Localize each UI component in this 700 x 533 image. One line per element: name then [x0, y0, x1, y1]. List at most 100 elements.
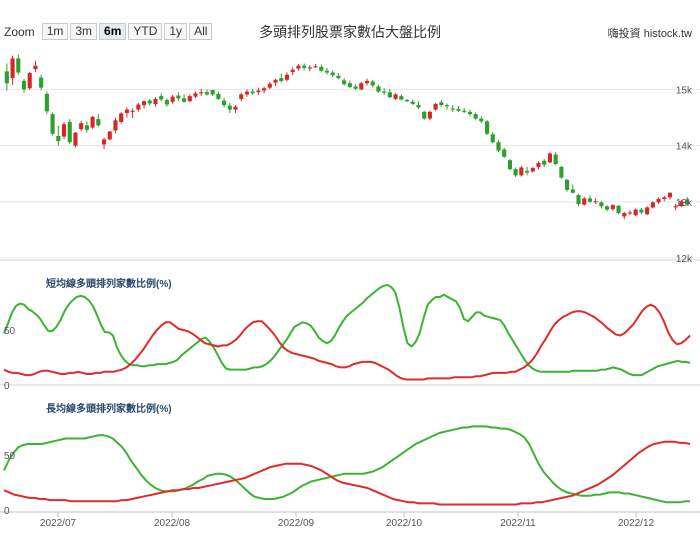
short-ratio-series [3, 283, 691, 381]
candle-body [479, 118, 484, 122]
candle-body [667, 192, 673, 198]
candle-body [107, 131, 112, 140]
brand-link[interactable]: 嗨投資 histock.tw [607, 28, 692, 40]
candle-body [279, 78, 284, 81]
candle-body [84, 125, 89, 130]
candle-body [525, 170, 530, 173]
candle-body [519, 167, 524, 176]
zoom-ytd-button[interactable]: YTD [128, 23, 163, 40]
price-y-tick-label: 15k [676, 85, 693, 96]
candle-body [507, 160, 512, 170]
candle-body [342, 80, 347, 85]
candle-body [130, 110, 135, 112]
candle-body [324, 70, 330, 73]
candle-body [302, 65, 307, 68]
candle-body [50, 114, 55, 134]
candle-body [210, 89, 215, 95]
candle-body [559, 166, 564, 178]
candle-body [444, 105, 450, 107]
candle-body [284, 74, 290, 80]
candle-body [21, 80, 27, 90]
candle-body [267, 83, 272, 88]
candle-body [587, 198, 593, 202]
candle-body [410, 101, 415, 104]
candle-body [393, 94, 398, 99]
candle-body [147, 100, 152, 104]
candle-body [262, 88, 267, 91]
x-axis-tick-label: 2022/08 [154, 518, 191, 529]
candle-body [627, 212, 633, 214]
candle-body [204, 92, 209, 95]
candle-body [336, 75, 341, 79]
candle-body [662, 197, 667, 199]
candle-body [399, 96, 404, 100]
candle-body [113, 120, 118, 131]
candle-body [136, 104, 141, 110]
candle-body [222, 100, 227, 106]
candle-body [467, 111, 472, 115]
candle-body [142, 101, 147, 106]
candle-body [330, 72, 335, 76]
price-y-tick-label: 14k [676, 142, 693, 153]
candle-body [216, 93, 221, 99]
candle-body [90, 116, 95, 128]
candle-body [513, 169, 518, 176]
candle-body [650, 202, 655, 208]
x-axis-tick-label: 2022/07 [40, 518, 77, 529]
zoom-1y-button[interactable]: 1y [164, 23, 188, 40]
candle-body [61, 124, 67, 137]
price-y-tick-label: 13k [676, 198, 693, 209]
candle-body [307, 67, 312, 69]
ratio-line [3, 303, 691, 381]
zoom-3m-button[interactable]: 3m [70, 23, 98, 40]
candle-body [416, 105, 421, 108]
candle-body [553, 154, 558, 165]
candle-body [496, 142, 501, 151]
candle-body [502, 149, 507, 157]
candle-body [353, 86, 358, 89]
candle-body [530, 168, 535, 172]
grid-lines [0, 88, 700, 517]
candle-body [370, 81, 375, 86]
candle-body [536, 162, 541, 167]
candle-body [679, 201, 684, 207]
x-axis-tick-label: 2022/09 [278, 518, 315, 529]
candle-body [119, 113, 124, 122]
candle-body [182, 98, 187, 102]
candle-body [639, 209, 644, 213]
zoom-6m-button[interactable]: 6m [99, 23, 127, 40]
ratio-y-tick-label: 50 [4, 451, 16, 462]
ratio-line [3, 283, 691, 377]
candle-body [582, 198, 587, 205]
long-ratio-title: 長均線多頭排列家數比例(%) [46, 402, 172, 415]
zoom-1m-button[interactable]: 1m [41, 23, 69, 40]
candle-body [422, 111, 427, 119]
candle-body [319, 66, 324, 71]
ratio-y-tick-label: 0 [4, 506, 10, 517]
zoom-label: Zoom [4, 24, 35, 39]
candle-body [490, 134, 495, 143]
candle-body [599, 202, 604, 207]
candle-body [433, 103, 438, 110]
candle-body [347, 83, 352, 88]
ratio-y-tick-label: 0 [4, 381, 10, 392]
candle-body [73, 132, 78, 146]
candle-body [382, 91, 387, 93]
candle-body [44, 93, 49, 112]
axis-labels: 15k 14k 13k 12k 短均線多頭排列家數比例(%) 50 0 長均線多頭排列家數比例… [4, 85, 693, 529]
candle-body [256, 90, 261, 93]
candle-body [364, 80, 370, 84]
candle-body [290, 69, 295, 72]
candle-body [153, 98, 158, 104]
candle-body [610, 205, 615, 210]
zoom-all-button[interactable]: All [189, 23, 213, 40]
candle-body [462, 110, 467, 112]
candle-body [576, 195, 581, 205]
candle-body [27, 73, 32, 89]
candle-body [485, 121, 490, 134]
candle-body [244, 91, 250, 95]
candle-body [4, 71, 9, 84]
x-axis-tick-label: 2022/11 [500, 518, 536, 529]
candle-body [250, 91, 255, 94]
candle-body [16, 58, 21, 73]
